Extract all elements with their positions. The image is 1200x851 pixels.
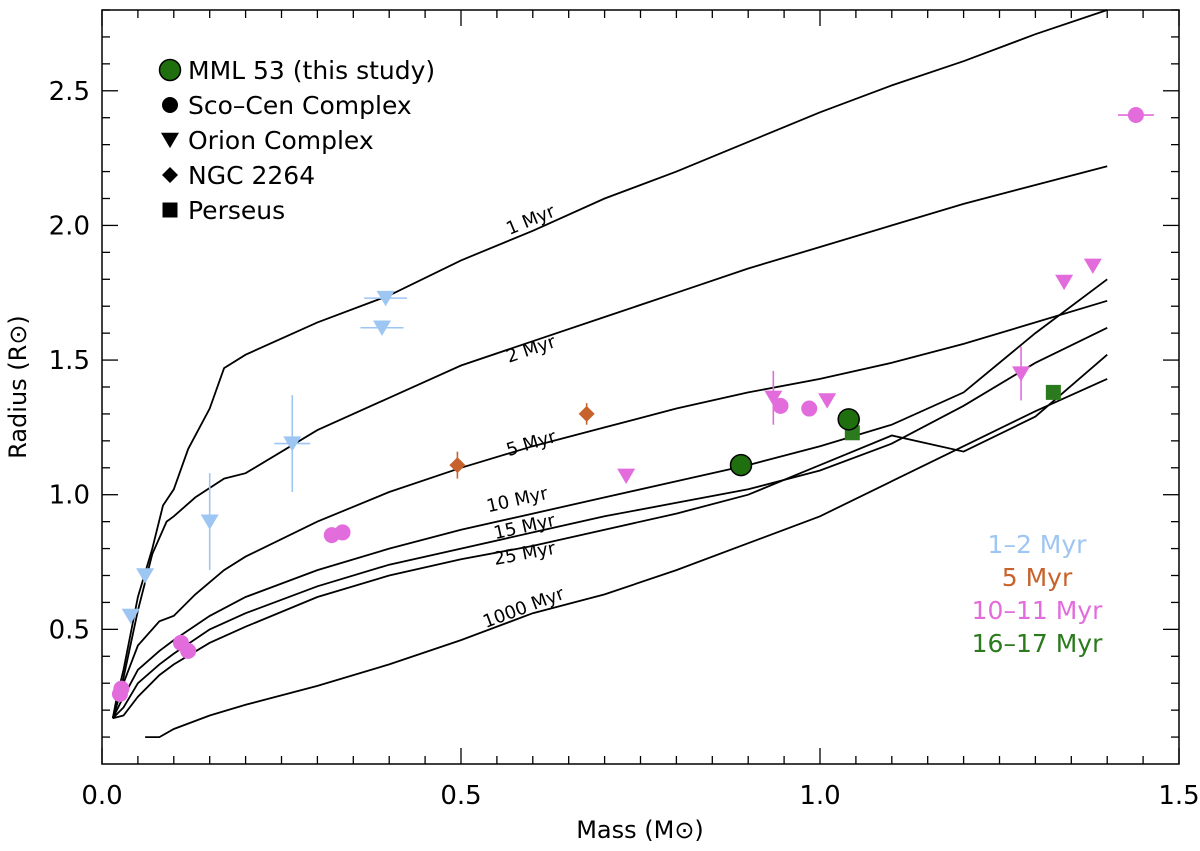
- isochrone-line: [111, 278, 1108, 719]
- x-tick-label: 1.0: [799, 781, 840, 811]
- x-tick-label: 1.5: [1158, 781, 1199, 811]
- age-key-label: 5 Myr: [1002, 563, 1073, 592]
- data-point: [801, 400, 818, 417]
- y-tick-label: 1.5: [49, 346, 90, 376]
- isochrone-label: 5 Myr: [504, 426, 559, 461]
- y-axis-title: Radius (R⊙): [4, 315, 32, 459]
- isochrone-line: [112, 354, 1108, 720]
- isochrone-line: [112, 326, 1108, 719]
- data-point: [1055, 274, 1074, 291]
- data-point: [818, 393, 837, 409]
- isochrone-line: [111, 299, 1108, 719]
- isochrone-label: 2 Myr: [504, 331, 559, 367]
- data-point: [772, 397, 789, 414]
- axis-ticks: [101, 9, 1180, 764]
- data-point: [1127, 107, 1144, 124]
- data-point: [729, 453, 753, 477]
- data-point: [376, 290, 395, 307]
- x-tick-label: 0.5: [440, 781, 481, 811]
- marker-legend: MML 53 (this study) Sco–Cen Complex Orion …: [158, 56, 435, 225]
- legend-marker: [161, 132, 179, 149]
- y-tick-label: 1.0: [49, 481, 90, 511]
- y-tick-label: 2.0: [49, 211, 90, 241]
- data-point: [136, 568, 155, 584]
- data-point: [180, 642, 197, 659]
- data-point: [1083, 258, 1102, 274]
- y-tick-label: 0.5: [49, 615, 90, 645]
- isochrone-label: 1 Myr: [503, 201, 558, 240]
- legend-label: NGC 2264: [188, 161, 315, 190]
- legend-marker: [162, 202, 178, 218]
- isochrone-line: [111, 165, 1108, 719]
- isochrone-line: [111, 9, 1108, 719]
- data-point: [617, 468, 636, 484]
- isochrone-line: [145, 378, 1108, 738]
- legend-label: MML 53 (this study): [188, 56, 435, 85]
- legend-label: Perseus: [188, 196, 285, 225]
- data-point: [283, 436, 302, 452]
- data-point: [764, 390, 783, 406]
- data-point: [837, 408, 860, 431]
- data-point: [373, 320, 392, 336]
- age-key-label: 10–11 Myr: [972, 596, 1103, 625]
- legend-marker: [162, 167, 178, 183]
- data-point: [121, 608, 140, 624]
- x-tick-label: 0.0: [81, 781, 122, 811]
- data-point: [578, 405, 595, 422]
- x-axis-title: Mass (M⊙): [576, 816, 704, 844]
- legend-marker: [162, 97, 178, 113]
- data-point: [449, 457, 466, 474]
- age-color-key: 1–2 Myr 5 Myr 10–11 Myr 16–17 Myr: [972, 530, 1103, 658]
- data-point: [113, 680, 130, 697]
- data-point: [1045, 384, 1061, 400]
- y-tick-label: 2.5: [49, 77, 90, 107]
- tick-labels: 0.0 0.5 1.0 1.5 0.5 1.0 1.5 2.0 2.5: [49, 77, 1200, 811]
- data-markers: [111, 107, 1154, 702]
- legend-label: Orion Complex: [188, 126, 374, 155]
- age-key-label: 16–17 Myr: [972, 629, 1103, 658]
- data-point: [334, 524, 351, 541]
- data-point: [200, 514, 219, 530]
- legend-marker: [158, 58, 182, 82]
- age-key-label: 1–2 Myr: [988, 530, 1088, 559]
- data-point: [1012, 366, 1031, 382]
- legend-label: Sco–Cen Complex: [188, 91, 412, 120]
